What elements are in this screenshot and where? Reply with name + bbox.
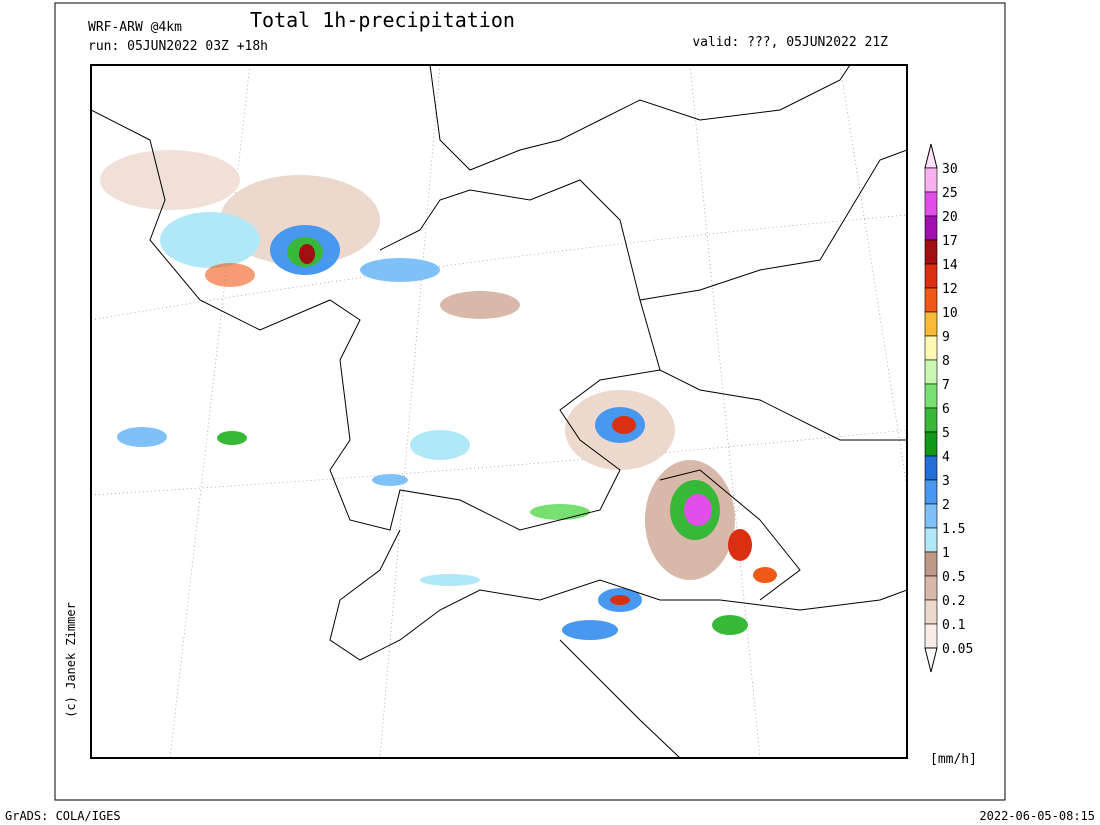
footer-left: GrADS: COLA/IGES [5,809,121,823]
colorbar-triangle [924,143,938,169]
colorbar-segment [924,311,938,337]
colorbar-label: 6 [942,402,950,417]
border-line [379,149,907,371]
colorbar-label: 5 [942,426,950,441]
colorbar-segment [924,479,938,505]
run-label: run: 05JUN2022 03Z +18h [88,39,268,54]
colorbar-label: 1 [942,546,950,561]
valid-label: valid: ???, 05JUN2022 21Z [692,35,888,50]
colorbar-label: 30 [942,162,958,177]
footer-right: 2022-06-05-08:15 [979,809,1095,823]
colorbar-segment [924,527,938,553]
colorbar-segment [924,455,938,481]
colorbar-label: 0.5 [942,570,965,585]
graticule [91,65,907,758]
border-line [91,109,907,531]
colorbar-segment [924,287,938,313]
colorbar-segment [924,335,938,361]
precipitation [100,150,777,640]
colorbar-segment [924,623,938,649]
colorbar-segment [924,191,938,217]
colorbar-label: 2 [942,498,950,513]
model-label: WRF-ARW @4km [88,20,182,35]
colorbar-segment [924,263,938,289]
colorbar-label: 1.5 [942,522,965,537]
colorbar-label: 0.1 [942,618,965,633]
colorbar-label: 10 [942,306,958,321]
outer-frame [54,2,1006,801]
colorbar-triangle [924,647,938,673]
colorbar-label: 4 [942,450,950,465]
colorbar-label: 8 [942,354,950,369]
colorbar-segment [924,359,938,385]
colorbar-segment [924,407,938,433]
colorbar-label: 25 [942,186,958,201]
colorbar-segment [924,599,938,625]
colorbar: 30 25 20 17 14 12 10 9 8 7 6 5 4 3 2 1.5 1 0.5 0.2 0.1 0.05 [924,143,973,673]
colorbar-label: 20 [942,210,958,225]
colorbar-segment [924,551,938,577]
unit-label: [mm/h] [930,752,977,767]
colorbar-segment [924,383,938,409]
colorbar-label: 12 [942,282,958,297]
colorbar-label: 7 [942,378,950,393]
colorbar-label: 0.2 [942,594,965,609]
colorbar-segment [924,239,938,265]
border-line [329,469,907,661]
colorbar-label: 17 [942,234,958,249]
colorbar-label: 3 [942,474,950,489]
map [90,64,908,759]
colorbar-segment [924,167,938,193]
colorbar-label: 9 [942,330,950,345]
colorbar-segment [924,503,938,529]
map-frame [90,64,908,759]
copyright: (c) Janek Zimmer [64,602,78,718]
colorbar-label: 0.05 [942,642,973,657]
title: Total 1h-precipitation [250,8,515,32]
colorbar-segment [924,431,938,457]
coastline [429,65,851,758]
colorbar-segment [924,215,938,241]
colorbar-segment [924,575,938,601]
colorbar-label: 14 [942,258,958,273]
